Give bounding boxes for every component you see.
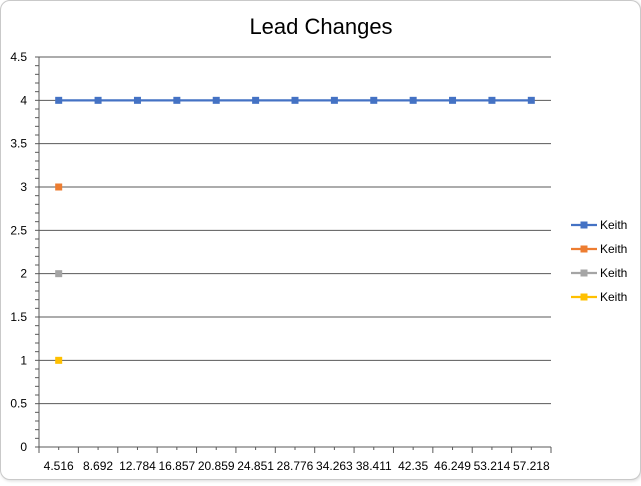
- data-point: [212, 96, 220, 104]
- x-tick-label: 20.859: [198, 459, 235, 473]
- y-tick-label: 0.5: [10, 397, 27, 411]
- data-point: [409, 96, 417, 104]
- axes: [35, 56, 552, 453]
- legend-item: Keith: [571, 266, 627, 280]
- legend-label: Keith: [600, 290, 627, 304]
- y-tick-label: 2.5: [10, 223, 27, 237]
- legend-marker: [580, 293, 588, 301]
- data-point: [55, 356, 63, 364]
- legend-item: Keith: [571, 242, 627, 256]
- legend-item: Keith: [571, 290, 627, 304]
- data-point: [252, 96, 260, 104]
- series-3: [55, 270, 63, 278]
- x-tick-label: 28.776: [277, 459, 314, 473]
- legend-marker: [580, 269, 588, 277]
- y-tick-label: 3.5: [10, 137, 27, 151]
- gridlines: [39, 56, 551, 405]
- legend-label: Keith: [600, 266, 627, 280]
- y-tick-label: 4.5: [10, 50, 27, 64]
- y-tick-label: 4: [20, 93, 27, 107]
- series-group: [55, 96, 535, 364]
- x-axis-tick-labels: 4.516 8.692 12.784 16.857 20.859 24.851 28.776…: [44, 459, 550, 473]
- data-point: [133, 96, 141, 104]
- x-tick-label: 38.411: [356, 459, 392, 473]
- chart-title: Lead Changes: [249, 14, 392, 39]
- data-point: [370, 96, 378, 104]
- x-tick-label: 24.851: [237, 459, 274, 473]
- data-point: [55, 96, 63, 104]
- legend-item: Keith: [571, 218, 627, 232]
- legend-marker: [580, 221, 588, 229]
- data-point: [94, 96, 102, 104]
- series-4: [55, 356, 63, 364]
- data-point: [291, 96, 299, 104]
- legend-label: Keith: [600, 218, 627, 232]
- legend-marker: [580, 245, 588, 253]
- x-tick-label: 12.784: [119, 459, 156, 473]
- data-point: [527, 96, 535, 104]
- x-tick-label: 8.692: [83, 459, 113, 473]
- legend-label: Keith: [600, 242, 627, 256]
- x-tick-label: 4.516: [44, 459, 74, 473]
- data-point: [173, 96, 181, 104]
- x-tick-label: 34.263: [316, 459, 353, 473]
- y-tick-label: 3: [20, 180, 27, 194]
- data-point: [330, 96, 338, 104]
- y-tick-label: 2: [20, 267, 27, 281]
- y-axis-tick-labels: 0 0.5 1 1.5 2 2.5 3 3.5 4 4.5: [10, 50, 27, 454]
- x-tick-label: 53.214: [474, 459, 511, 473]
- series-2: [55, 183, 63, 191]
- x-tick-label: 57.218: [513, 459, 550, 473]
- y-tick-label: 1.5: [10, 310, 27, 324]
- y-tick-label: 1: [20, 353, 27, 367]
- x-tick-label: 46.249: [434, 459, 471, 473]
- series-1: [55, 96, 535, 104]
- data-point: [55, 270, 63, 278]
- legend: Keith Keith Keith Keith: [571, 218, 627, 304]
- data-point: [488, 96, 496, 104]
- x-tick-label: 42.35: [398, 459, 428, 473]
- data-point: [55, 183, 63, 191]
- y-tick-label: 0: [20, 440, 27, 454]
- x-tick-label: 16.857: [158, 459, 195, 473]
- data-point: [449, 96, 457, 104]
